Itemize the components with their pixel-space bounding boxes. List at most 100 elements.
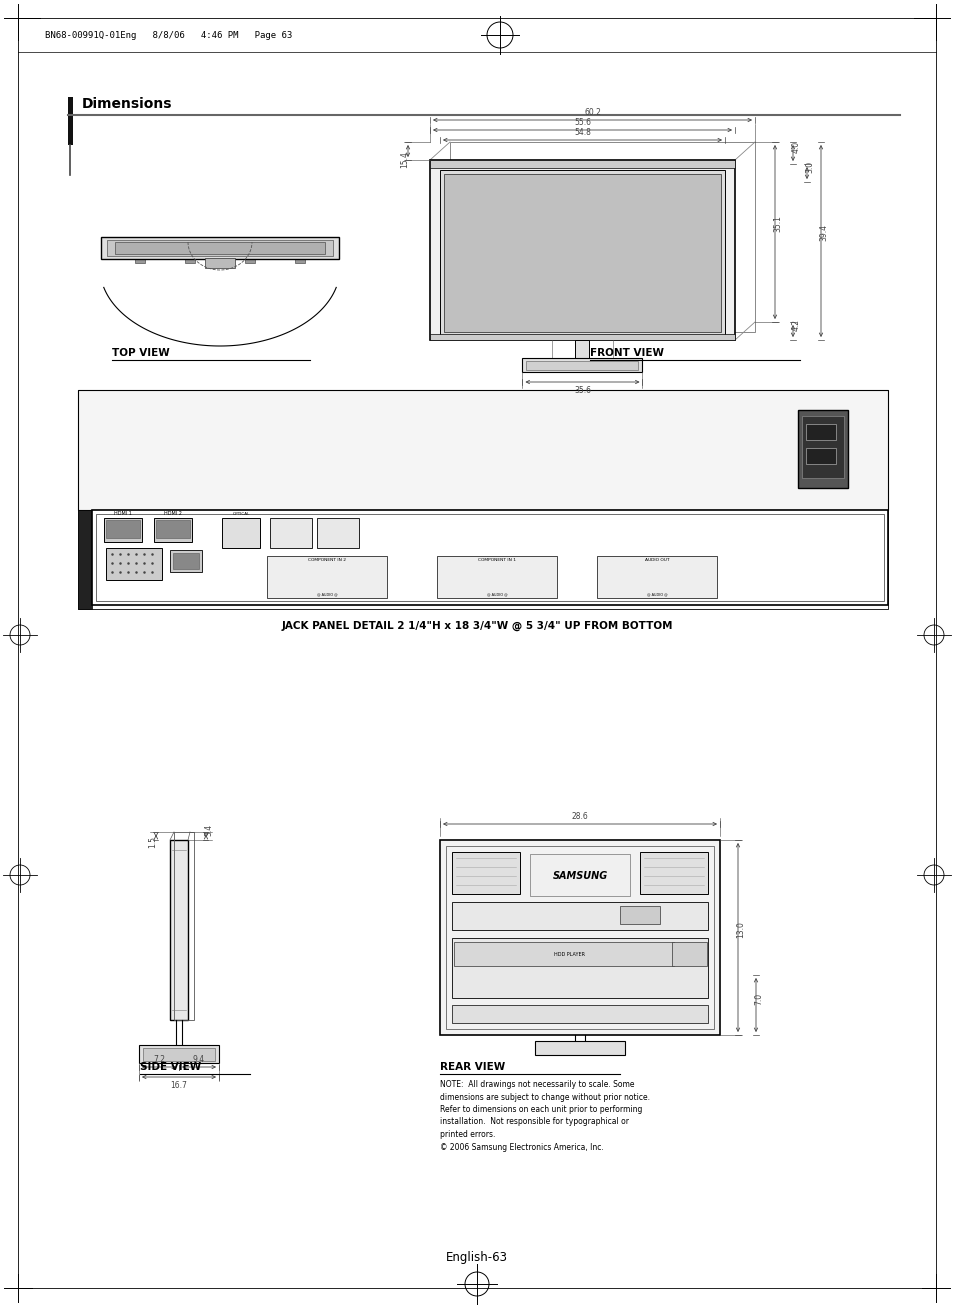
Ellipse shape [546, 401, 552, 409]
Ellipse shape [774, 451, 780, 457]
Ellipse shape [442, 401, 447, 409]
Ellipse shape [632, 436, 637, 444]
Ellipse shape [736, 457, 741, 465]
Ellipse shape [783, 478, 789, 486]
Ellipse shape [328, 457, 334, 465]
Ellipse shape [480, 492, 485, 499]
Ellipse shape [641, 492, 646, 499]
Ellipse shape [613, 409, 618, 415]
Ellipse shape [821, 457, 826, 465]
Ellipse shape [356, 436, 362, 444]
Text: COMPONENT IN 1: COMPONENT IN 1 [477, 558, 516, 562]
Ellipse shape [205, 465, 210, 471]
Ellipse shape [556, 471, 561, 478]
Ellipse shape [764, 436, 770, 444]
Ellipse shape [337, 451, 343, 457]
Ellipse shape [262, 465, 267, 471]
Ellipse shape [613, 415, 618, 422]
Ellipse shape [195, 409, 200, 415]
Ellipse shape [272, 465, 276, 471]
Ellipse shape [395, 465, 399, 471]
Ellipse shape [517, 436, 523, 444]
Ellipse shape [622, 415, 627, 422]
Ellipse shape [423, 486, 428, 492]
Ellipse shape [736, 415, 741, 422]
Ellipse shape [556, 444, 561, 451]
Ellipse shape [584, 471, 590, 478]
Ellipse shape [490, 465, 495, 471]
Ellipse shape [726, 394, 732, 401]
Ellipse shape [480, 471, 485, 478]
Ellipse shape [537, 457, 542, 465]
Ellipse shape [461, 471, 466, 478]
Ellipse shape [546, 465, 552, 471]
Ellipse shape [689, 451, 694, 457]
Ellipse shape [745, 465, 751, 471]
Ellipse shape [546, 423, 552, 430]
Ellipse shape [565, 500, 571, 507]
Circle shape [633, 573, 642, 582]
Ellipse shape [233, 436, 238, 444]
Ellipse shape [262, 409, 267, 415]
Ellipse shape [280, 465, 286, 471]
Ellipse shape [205, 451, 210, 457]
Ellipse shape [375, 471, 380, 478]
Ellipse shape [565, 457, 571, 465]
Ellipse shape [546, 444, 552, 451]
Ellipse shape [641, 478, 646, 486]
Ellipse shape [546, 430, 552, 436]
Ellipse shape [347, 471, 353, 478]
Ellipse shape [565, 486, 571, 492]
Ellipse shape [651, 444, 656, 451]
Ellipse shape [594, 451, 598, 457]
Ellipse shape [253, 415, 257, 422]
Ellipse shape [699, 401, 703, 409]
Ellipse shape [517, 415, 523, 422]
Ellipse shape [575, 394, 580, 401]
Ellipse shape [802, 465, 808, 471]
Ellipse shape [299, 486, 305, 492]
Ellipse shape [831, 436, 836, 444]
Ellipse shape [708, 394, 713, 401]
Ellipse shape [802, 436, 808, 444]
Ellipse shape [471, 444, 476, 451]
Ellipse shape [280, 444, 286, 451]
Ellipse shape [290, 423, 295, 430]
Ellipse shape [537, 430, 542, 436]
Ellipse shape [253, 471, 257, 478]
Ellipse shape [233, 478, 238, 486]
Ellipse shape [745, 436, 751, 444]
Ellipse shape [508, 436, 514, 444]
Ellipse shape [565, 492, 571, 499]
Ellipse shape [508, 492, 514, 499]
Ellipse shape [802, 492, 808, 499]
Ellipse shape [480, 486, 485, 492]
Ellipse shape [556, 430, 561, 436]
Ellipse shape [309, 465, 314, 471]
Ellipse shape [395, 394, 399, 401]
Bar [245, 259, 254, 263]
Ellipse shape [299, 471, 305, 478]
Bar [170, 550, 202, 572]
Ellipse shape [347, 436, 353, 444]
Bar [797, 410, 847, 488]
Ellipse shape [423, 423, 428, 430]
Text: BN68-00991Q-01Eng   8/8/06   4:46 PM   Page 63: BN68-00991Q-01Eng 8/8/06 4:46 PM Page 63 [45, 31, 292, 40]
Ellipse shape [471, 478, 476, 486]
Ellipse shape [347, 430, 353, 436]
Ellipse shape [233, 492, 238, 499]
Ellipse shape [395, 478, 399, 486]
Ellipse shape [395, 500, 399, 507]
Ellipse shape [802, 409, 808, 415]
Ellipse shape [726, 415, 732, 422]
Ellipse shape [594, 457, 598, 465]
Ellipse shape [603, 415, 608, 422]
Ellipse shape [821, 444, 826, 451]
Ellipse shape [575, 415, 580, 422]
Ellipse shape [632, 457, 637, 465]
Ellipse shape [452, 444, 456, 451]
Ellipse shape [556, 401, 561, 409]
Ellipse shape [253, 444, 257, 451]
Ellipse shape [272, 430, 276, 436]
Ellipse shape [755, 492, 760, 499]
